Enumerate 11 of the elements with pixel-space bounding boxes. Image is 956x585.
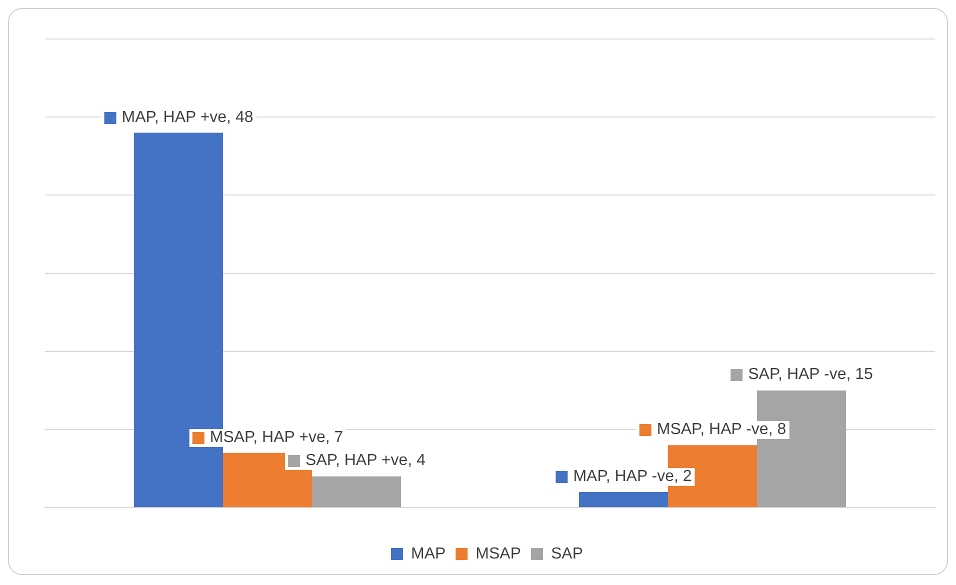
bar <box>312 476 401 508</box>
data-label: MAP, HAP -ve, 2 <box>573 468 692 486</box>
data-label: SAP, HAP -ve, 15 <box>748 366 873 384</box>
data-label: MAP, HAP +ve, 48 <box>122 108 254 127</box>
data-label: SAP, HAP +ve, 4 <box>306 452 426 470</box>
legend-label: SAP <box>551 545 584 562</box>
data-label: MSAP, HAP -ve, 8 <box>656 421 786 440</box>
bar <box>579 492 668 508</box>
legend-label: MAP <box>410 545 446 562</box>
legend-label: MSAP <box>476 545 521 562</box>
data-label: MSAP, HAP +ve, 7 <box>210 428 344 447</box>
